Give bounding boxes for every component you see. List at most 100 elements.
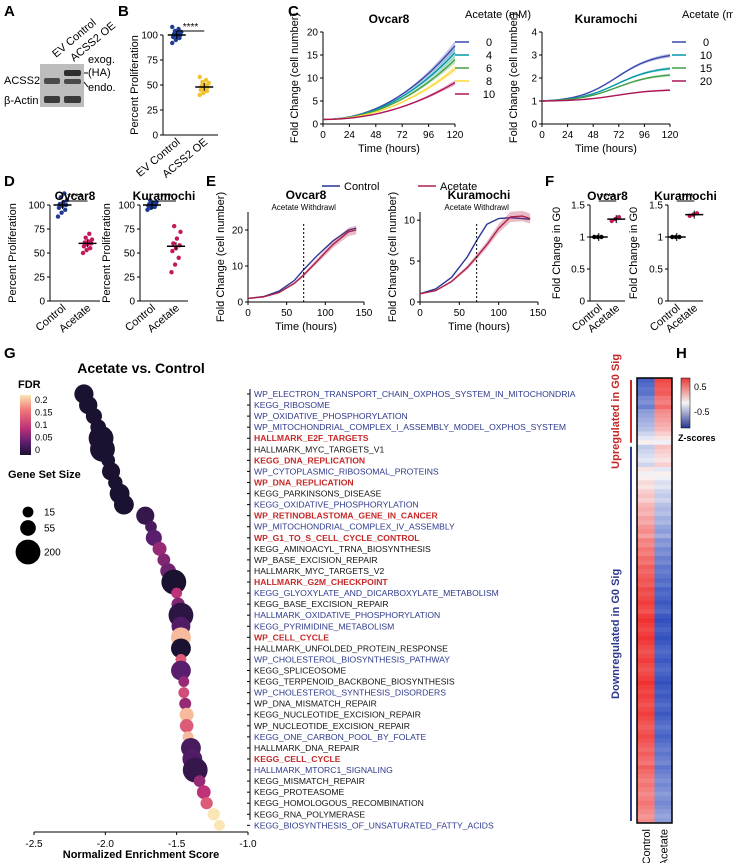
- panel-letters: A B C D E F G H: [4, 3, 687, 362]
- f1-ytick-label: 0.5: [571, 265, 585, 276]
- g-size-swatch: [15, 539, 41, 565]
- g-fdr-colorbar: [20, 395, 31, 455]
- e2-ylabel: Fold Change (cell number): [387, 192, 399, 322]
- h-cell-acetate: [654, 404, 672, 410]
- h-cell-control: [637, 520, 655, 526]
- h-cell-acetate: [654, 627, 672, 632]
- d1-point: [62, 191, 67, 196]
- g-xtick-label: -1.0: [239, 839, 257, 850]
- c1-legend-label: 4: [486, 50, 492, 62]
- g-pathway-label: WP_OXIDATIVE_PHOSPHORYLATION: [254, 411, 408, 421]
- c2-legend-label: 20: [700, 76, 712, 88]
- g-bubble: [152, 541, 167, 556]
- e2-xlabel: Time (hours): [448, 321, 510, 333]
- h-cell-control: [637, 787, 655, 793]
- panel-letter-f: F: [545, 173, 554, 190]
- g-size-swatch: [22, 506, 34, 518]
- c2-xtick-label: 72: [613, 130, 625, 141]
- h-cell-acetate: [654, 604, 672, 610]
- g-pathway-label: KEGG_ONE_CARBON_POOL_BY_FOLATE: [254, 732, 427, 742]
- h-cell-control: [637, 462, 655, 468]
- g-pathway-label: HALLMARK_MTORC1_SIGNALING: [254, 765, 393, 775]
- f1-significance: ****: [600, 192, 616, 203]
- c1-xtick-label: 0: [320, 130, 326, 141]
- g-pathway-label: KEGG_CELL_CYCLE: [254, 754, 341, 764]
- h-cell-acetate: [654, 622, 672, 628]
- h-cell-control: [637, 533, 655, 539]
- h-cell-control: [637, 538, 655, 543]
- d2-point: [174, 236, 180, 241]
- d2-ytick-label: 25: [124, 273, 136, 284]
- h-cell-acetate: [654, 444, 672, 450]
- d1-point: [58, 195, 63, 200]
- c1-legend-label: 10: [483, 89, 495, 101]
- h-cell-control: [637, 391, 655, 397]
- h-cell-control: [637, 395, 655, 401]
- g-bubble: [157, 553, 171, 567]
- d2-ytick-label: 75: [124, 225, 136, 236]
- h-cell-control: [637, 564, 655, 570]
- h-cell-control: [637, 662, 655, 668]
- h-cell-acetate: [654, 529, 672, 535]
- g-pathway-label: KEGG_PARKINSONS_DISEASE: [254, 489, 382, 499]
- e1-xtick-label: 0: [245, 308, 251, 319]
- h-cell-acetate: [654, 765, 672, 770]
- d1-point: [83, 235, 88, 240]
- e2-line-control: [419, 217, 531, 295]
- h-cell-acetate: [654, 676, 672, 681]
- e1-annotation: Acetate Withdrawl: [271, 203, 336, 212]
- g-bubble: [207, 808, 220, 821]
- panel-letter-h: H: [676, 345, 687, 362]
- h-cell-control: [637, 645, 655, 650]
- h-cell-acetate: [654, 409, 672, 414]
- h-cell-acetate: [654, 502, 672, 508]
- g-pathway-label: HALLMARK_E2F_TARGETS: [254, 433, 369, 443]
- f2-significance: ****: [678, 192, 694, 203]
- h-cell-control: [637, 431, 655, 437]
- g-xtick-label: -1.5: [168, 839, 186, 850]
- f2-ytick-label: 1.5: [649, 201, 663, 212]
- d2-point: [170, 248, 175, 254]
- h-cell-control: [637, 386, 655, 392]
- f2-ytick-label: 0: [657, 297, 663, 308]
- b-point: [198, 87, 203, 93]
- c1-xlabel: Time (hours): [358, 143, 420, 155]
- h-cell-control: [637, 604, 655, 610]
- b-ytick-label: 50: [147, 81, 159, 92]
- h-cell-control: [637, 698, 655, 704]
- h-cell-acetate: [654, 796, 672, 802]
- c1-ytick-label: 5: [312, 97, 318, 108]
- chart-d2: 0255075100ControlAcetate****KuramochiPer…: [101, 189, 195, 335]
- g-pathway-label: KEGG_PROTEASOME: [254, 787, 345, 797]
- h-cell-acetate: [654, 484, 672, 490]
- c1-xtick-label: 96: [423, 130, 435, 141]
- h-cell-acetate: [654, 720, 672, 726]
- f2-ytick-label: 0.5: [649, 265, 663, 276]
- h-cell-acetate: [654, 653, 672, 659]
- panel-letter-c: C: [288, 3, 299, 20]
- b-ytick-label: 75: [147, 56, 159, 67]
- b-point: [197, 92, 202, 98]
- h-colorbar-tick: -0.5: [694, 407, 710, 417]
- g-size-label: 15: [44, 508, 56, 519]
- d1-point: [84, 247, 89, 253]
- b-ytick-label: 25: [147, 106, 159, 117]
- h-cell-acetate: [654, 649, 672, 655]
- chart-g: -2.5 -2.0 -1.5 -1.0 Normalized Enrichment Sc…: [8, 360, 576, 861]
- h-cell-control: [637, 382, 655, 388]
- f2-ylabel: Fold Change in G0: [628, 207, 640, 299]
- e1-band-acetate: [248, 225, 357, 299]
- g-pathway-label: KEGG_HOMOLOGOUS_RECOMBINATION: [254, 798, 424, 808]
- h-cell-control: [637, 742, 655, 748]
- h-cell-acetate: [654, 640, 672, 646]
- h-cell-control: [637, 556, 655, 561]
- d2-point: [145, 207, 150, 212]
- b-ytick-label: 0: [152, 131, 158, 142]
- e2-ytick-label: 0: [409, 298, 415, 309]
- h-cell-control: [637, 720, 655, 726]
- band-exog-oe: [64, 70, 81, 76]
- g-pathway-label: KEGG_NUCLEOTIDE_EXCISION_REPAIR: [254, 710, 421, 720]
